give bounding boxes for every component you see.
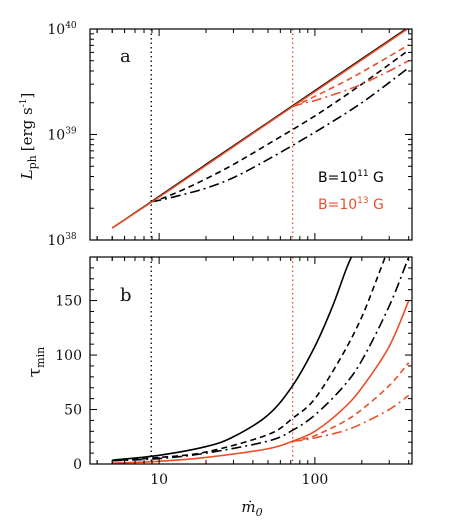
legend-b11: B=1011 G bbox=[318, 169, 384, 186]
panel-b-series-2 bbox=[112, 257, 410, 462]
panel-a-series-3 bbox=[111, 29, 409, 229]
panel-b-ytick-label-3: 150 bbox=[55, 294, 82, 310]
panel-a-series-2 bbox=[151, 67, 410, 203]
panel-b-series-5 bbox=[292, 394, 410, 442]
panel-a-ytick-label-0: 1038 bbox=[47, 232, 77, 249]
panel-b-series-4 bbox=[292, 362, 410, 442]
panel-b-frame bbox=[89, 256, 413, 465]
panel-b-ytick-label-1: 50 bbox=[64, 403, 82, 419]
panel-a-letter: a bbox=[120, 46, 131, 67]
panel-a-series-1 bbox=[150, 49, 410, 203]
panel-a-series-4 bbox=[292, 44, 410, 108]
panel-b-letter: b bbox=[120, 285, 132, 306]
panel-a-ticks: 1038 1039 1040 bbox=[47, 21, 412, 249]
panel-b-ytick-label-2: 100 bbox=[55, 348, 82, 364]
panel-b-ytick-label-0: 0 bbox=[73, 457, 82, 473]
panel-b-series-0 bbox=[112, 257, 353, 461]
panel-a-ylabel: Lph[erg s-1] bbox=[18, 93, 39, 181]
legend-b13: B=1013 G bbox=[318, 196, 384, 213]
panel-b-xtick-label-1: 100 bbox=[302, 472, 329, 488]
panel-a-ytick-label-2: 1040 bbox=[47, 21, 77, 38]
panel-b-ticks: 10 100 0 50 100 150 bbox=[55, 256, 412, 488]
panel-b-xlabel: ṁ0 bbox=[241, 498, 262, 519]
panel-a-ytick-label-1: 1039 bbox=[47, 127, 77, 144]
panel-b-ylabel: τmin bbox=[25, 347, 47, 377]
panel-b-series-1 bbox=[112, 257, 387, 462]
panel-a-series-5 bbox=[292, 60, 410, 108]
panel-b-series-3 bbox=[112, 300, 410, 464]
panel-b-series bbox=[112, 257, 410, 464]
panel-a: 1038 1039 1040 a Lph[erg s-1] B=1011 G B=1… bbox=[18, 21, 413, 249]
panel-a-frame bbox=[89, 28, 413, 241]
panel-a-series bbox=[111, 29, 410, 240]
panel-b-xtick-label-0: 10 bbox=[150, 472, 168, 488]
panel-b: 10 100 0 50 100 150 b τmin ṁ0 bbox=[25, 256, 413, 519]
